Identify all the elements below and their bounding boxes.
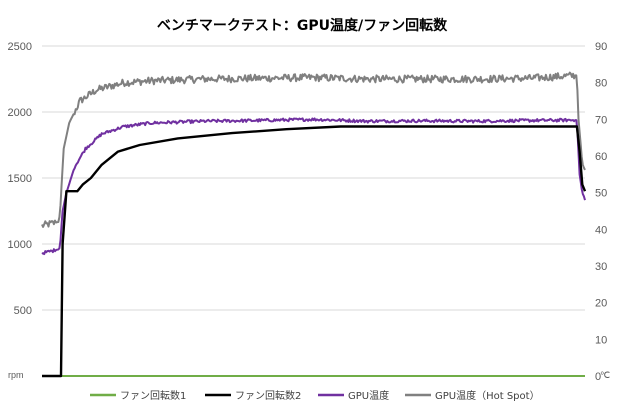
series-line <box>42 125 587 378</box>
left-tick-label: 2500 <box>8 41 32 53</box>
series-line <box>41 117 586 256</box>
left-axis-ticks: 500 1000 1500 2000 2500 <box>8 41 32 317</box>
legend-label: GPU温度 <box>348 389 389 402</box>
left-axis-unit: rpm <box>8 370 24 380</box>
legend-label: ファン回転数2 <box>235 389 301 402</box>
left-tick-label: 500 <box>14 305 32 317</box>
grid-layer <box>42 45 585 377</box>
right-tick-label: 40 <box>595 224 607 236</box>
right-tick-label: 80 <box>595 78 607 90</box>
legend: ファン回転数1 ファン回転数2 GPU温度 GPU温度（Hot Spot） <box>90 389 540 402</box>
legend-label: ファン回転数1 <box>120 389 186 402</box>
left-tick-label: 2000 <box>8 107 32 119</box>
right-tick-label: 60 <box>595 151 607 163</box>
right-tick-label: 0 <box>595 371 601 383</box>
right-tick-label: 70 <box>595 114 607 126</box>
right-tick-label: 30 <box>595 261 607 273</box>
series-layer <box>41 71 587 378</box>
chart-title: ベンチマークテスト：GPU温度/ファン回転数 <box>157 17 448 34</box>
series-line <box>41 71 586 228</box>
right-tick-label: 90 <box>595 41 607 53</box>
right-tick-label: 50 <box>595 188 607 200</box>
left-tick-label: 1000 <box>8 239 32 251</box>
right-tick-label: 10 <box>595 334 607 346</box>
right-tick-label: 20 <box>595 298 607 310</box>
legend-label: GPU温度（Hot Spot） <box>435 389 540 402</box>
right-axis-ticks: 0 10 20 30 40 50 60 70 80 90 <box>595 41 607 383</box>
left-tick-label: 1500 <box>8 173 32 185</box>
right-axis-unit: ℃ <box>600 370 610 380</box>
